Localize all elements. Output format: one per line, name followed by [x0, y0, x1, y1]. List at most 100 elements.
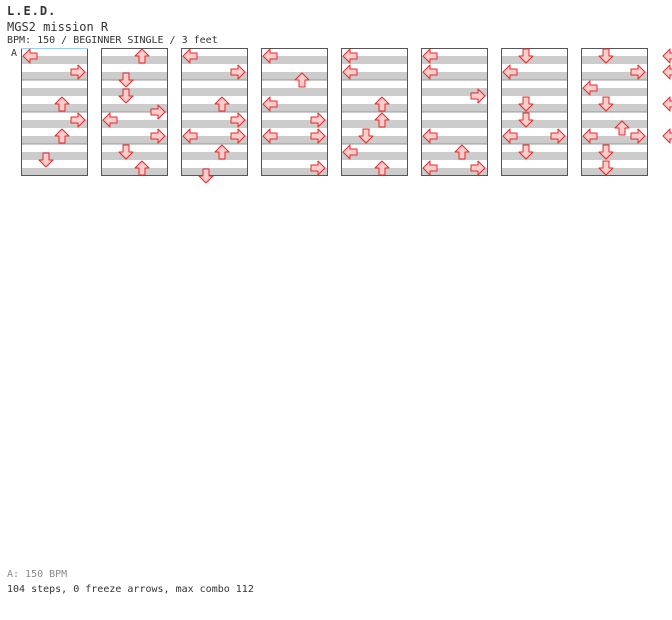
- arrow-down-icon: [518, 96, 534, 112]
- arrow-up-icon: [214, 144, 230, 160]
- stripe: [421, 104, 488, 112]
- stripe: [581, 168, 648, 176]
- stripe: [21, 88, 88, 96]
- arrow-left-icon: [502, 64, 518, 80]
- stripe: [341, 56, 408, 64]
- stripe: [261, 136, 328, 144]
- stripe: [421, 72, 488, 80]
- arrow-left-icon: [422, 128, 438, 144]
- arrow-down-icon: [118, 72, 134, 88]
- chart-info: BPM: 150 / BEGINNER SINGLE / 3 feet: [7, 35, 218, 46]
- stripe: [581, 72, 648, 80]
- arrow-left-icon: [422, 64, 438, 80]
- arrow-right-icon: [630, 64, 646, 80]
- stripe: [501, 88, 568, 96]
- arrow-right-icon: [150, 128, 166, 144]
- stripe: [501, 168, 568, 176]
- arrow-up-icon: [134, 160, 150, 176]
- arrow-left-icon: [262, 96, 278, 112]
- stripe: [261, 88, 328, 96]
- stripe: [501, 72, 568, 80]
- arrow-left-icon: [182, 128, 198, 144]
- stripe: [181, 56, 248, 64]
- stripe: [421, 136, 488, 144]
- stripe: [101, 104, 168, 112]
- stripe: [341, 72, 408, 80]
- arrow-right-icon: [470, 88, 486, 104]
- step-arrows: [22, 48, 672, 184]
- arrow-up-icon: [454, 144, 470, 160]
- arrow-down-icon: [118, 144, 134, 160]
- arrow-up-icon: [294, 72, 310, 88]
- stripe: [421, 56, 488, 64]
- arrow-right-icon: [230, 112, 246, 128]
- stripe: [421, 168, 488, 176]
- arrow-left-icon: [262, 48, 278, 64]
- measure-stripes: [21, 56, 648, 176]
- arrow-down-icon: [518, 144, 534, 160]
- stripe: [581, 88, 648, 96]
- stripe: [21, 56, 88, 64]
- stripe: [341, 88, 408, 96]
- arrow-left-icon: [22, 48, 38, 64]
- stripe: [181, 104, 248, 112]
- step-stats: 104 steps, 0 freeze arrows, max combo 11…: [7, 584, 254, 595]
- stripe: [181, 168, 248, 176]
- stripe: [101, 72, 168, 80]
- arrow-down-icon: [518, 48, 534, 64]
- bpm-legend: A: 150 BPM: [7, 569, 68, 580]
- stripe: [101, 152, 168, 160]
- stripe: [261, 104, 328, 112]
- stripe: [261, 56, 328, 64]
- stripe: [181, 72, 248, 80]
- arrow-left-icon: [422, 160, 438, 176]
- arrow-right-icon: [310, 128, 326, 144]
- stripe: [501, 152, 568, 160]
- stripe: [261, 72, 328, 80]
- arrow-left-icon: [582, 128, 598, 144]
- arrow-left-icon: [262, 128, 278, 144]
- stripe: [101, 136, 168, 144]
- stripe: [101, 120, 168, 128]
- stripe: [21, 120, 88, 128]
- arrow-up-icon: [54, 96, 70, 112]
- arrow-up-icon: [134, 48, 150, 64]
- song-title: MGS2 mission R: [7, 20, 109, 34]
- arrow-right-icon: [470, 160, 486, 176]
- stripe: [341, 104, 408, 112]
- stripe: [101, 88, 168, 96]
- arrow-up-icon: [374, 112, 390, 128]
- arrow-right-icon: [230, 64, 246, 80]
- chart-column-7: [501, 48, 568, 176]
- arrow-right-icon: [310, 112, 326, 128]
- arrow-up-icon: [54, 128, 70, 144]
- arrow-left-icon: [502, 128, 518, 144]
- stripe: [421, 152, 488, 160]
- arrow-left-icon: [342, 64, 358, 80]
- arrow-down-icon: [598, 160, 614, 176]
- stripe: [21, 136, 88, 144]
- stripe: [581, 104, 648, 112]
- chart-column-8: [581, 48, 648, 176]
- stripe: [581, 56, 648, 64]
- arrow-right-icon: [550, 128, 566, 144]
- bpm-marker-label: A: [11, 48, 18, 59]
- arrow-left-icon: [102, 112, 118, 128]
- chart-column-2: [101, 48, 168, 176]
- stripe: [21, 168, 88, 176]
- stripe: [581, 136, 648, 144]
- arrow-down-icon: [38, 152, 54, 168]
- arrow-left-icon: [662, 96, 672, 112]
- chart-column-4: [261, 48, 328, 176]
- arrow-down-icon: [118, 88, 134, 104]
- arrow-down-icon: [598, 96, 614, 112]
- stripe: [261, 152, 328, 160]
- arrow-up-icon: [374, 96, 390, 112]
- arrow-up-icon: [374, 160, 390, 176]
- stripe: [181, 152, 248, 160]
- stripe: [581, 120, 648, 128]
- stripe: [21, 152, 88, 160]
- arrow-left-icon: [662, 48, 672, 64]
- arrow-right-icon: [150, 104, 166, 120]
